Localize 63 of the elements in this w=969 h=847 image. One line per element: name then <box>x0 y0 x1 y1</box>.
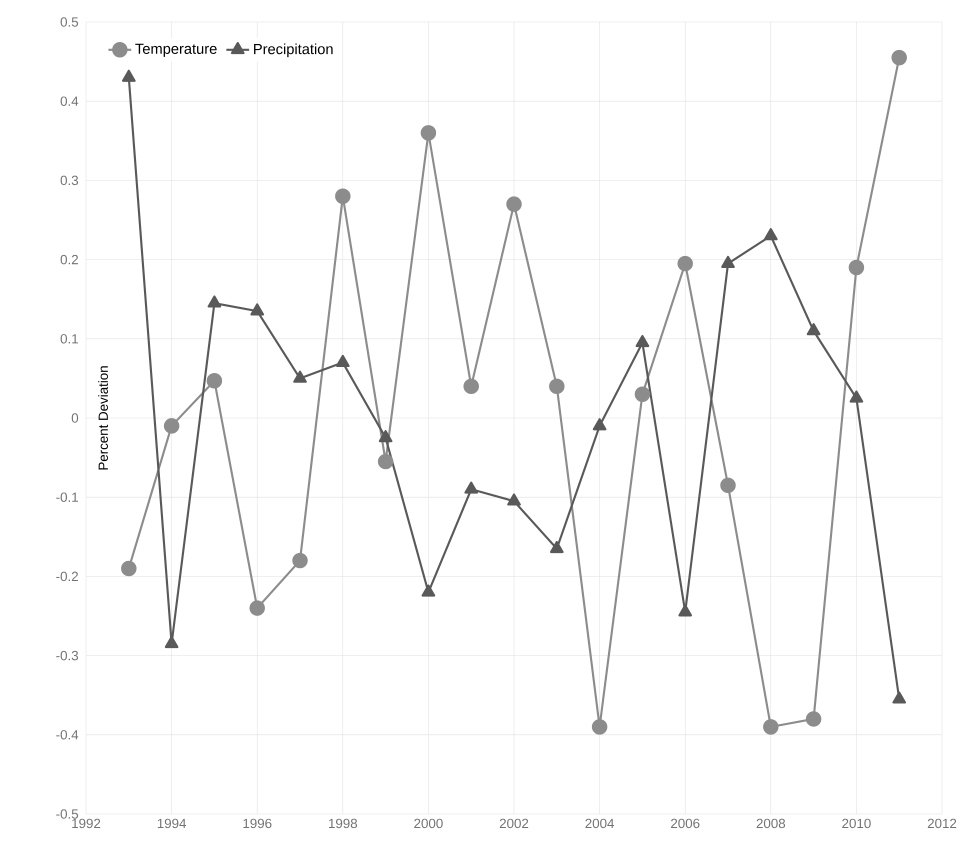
y-tick-label: -0.3 <box>56 650 78 660</box>
x-tick-label: 1998 <box>329 818 358 828</box>
point <box>634 386 650 402</box>
legend-label: Precipitation <box>254 43 333 58</box>
point <box>378 454 394 470</box>
x-tick-label: 2012 <box>928 818 956 828</box>
y-tick-label: -0.5 <box>56 809 78 819</box>
point <box>506 196 522 212</box>
point <box>206 373 222 389</box>
point <box>250 303 264 316</box>
point <box>208 295 222 308</box>
point <box>592 418 606 430</box>
y-tick-label: 0 <box>72 413 78 423</box>
point <box>806 711 822 727</box>
point <box>806 323 820 336</box>
point <box>720 478 736 494</box>
y-tick-label: 0.5 <box>60 17 78 27</box>
point <box>678 604 692 616</box>
x-tick-label: 2004 <box>585 818 614 828</box>
y-tick-label: 0.4 <box>60 96 78 106</box>
point <box>122 70 136 82</box>
x-tick-label: 1992 <box>72 818 100 828</box>
point <box>422 584 436 597</box>
point <box>463 378 479 394</box>
point <box>848 260 864 276</box>
point <box>850 390 864 403</box>
point <box>164 418 180 434</box>
point <box>891 50 907 66</box>
point <box>507 493 521 506</box>
point <box>550 540 564 554</box>
y-tick-label: 0.2 <box>60 254 78 264</box>
point <box>763 719 779 735</box>
y-tick-label: -0.1 <box>56 492 78 502</box>
point <box>636 335 650 348</box>
x-tick-label: 1996 <box>243 818 272 828</box>
point <box>549 378 565 394</box>
y-tick-label: -0.2 <box>56 572 78 582</box>
y-axis-title: Percent Deviation <box>98 366 108 470</box>
point <box>336 354 350 367</box>
point <box>378 430 392 442</box>
point <box>592 719 608 735</box>
point <box>335 188 351 204</box>
x-tick-label: 1994 <box>158 818 186 828</box>
x-tick-label: 2008 <box>756 818 786 828</box>
point <box>121 560 137 576</box>
point <box>249 600 265 616</box>
x-tick-label: 2002 <box>500 818 528 828</box>
y-tick-label: -0.4 <box>56 730 78 740</box>
point <box>764 228 778 240</box>
x-tick-label: 2010 <box>842 818 871 828</box>
point <box>721 256 735 268</box>
point <box>464 482 478 494</box>
y-tick-label: 0.3 <box>60 176 78 186</box>
point <box>677 256 693 272</box>
point <box>892 691 906 704</box>
point <box>164 636 178 648</box>
point <box>420 125 436 141</box>
point <box>293 370 307 383</box>
y-tick-label: 0.1 <box>60 334 78 344</box>
x-tick-label: 2006 <box>671 818 700 828</box>
point <box>292 552 308 568</box>
x-tick-label: 2000 <box>414 818 443 828</box>
legend-label: Temperature <box>135 44 217 57</box>
